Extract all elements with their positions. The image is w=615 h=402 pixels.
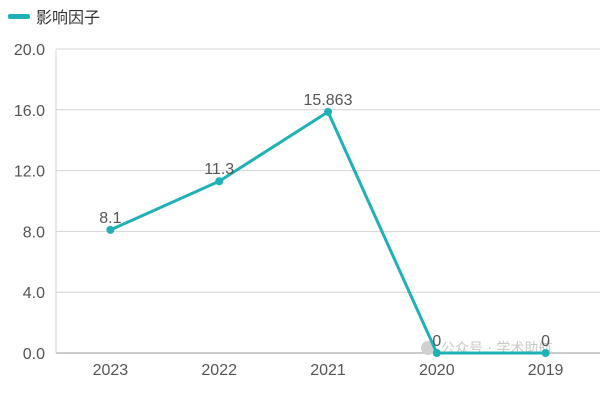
watermark-text: 公众号 · 学术助航	[441, 341, 552, 357]
y-tick-label: 20.0	[14, 42, 45, 59]
data-point	[432, 349, 441, 357]
y-tick-label: 16.0	[14, 103, 45, 120]
x-tick-label: 2019	[528, 362, 564, 379]
data-label: 0	[432, 333, 441, 350]
legend: 影响因子	[8, 3, 100, 29]
data-point	[324, 107, 332, 116]
data-label: 8.1	[99, 210, 121, 227]
y-tick-label: 8.0	[23, 224, 45, 241]
x-tick-label: 2023	[93, 362, 129, 379]
x-tick-label: 2021	[310, 362, 346, 379]
y-tick-label: 12.0	[14, 164, 45, 181]
data-point	[541, 349, 550, 357]
data-point	[215, 177, 224, 186]
data-label: 15.863	[304, 92, 353, 109]
data-label: 0	[541, 333, 550, 350]
legend-swatch	[8, 13, 30, 19]
series-line	[109, 110, 546, 355]
data-label: 11.3	[204, 161, 234, 178]
x-tick-label: 2020	[419, 362, 455, 379]
y-tick-label: 4.0	[23, 285, 45, 302]
legend-label: 影响因子	[36, 8, 101, 27]
y-tick-label: 0.0	[23, 346, 45, 363]
x-tick-label: 2022	[201, 362, 237, 379]
data-point	[106, 225, 115, 234]
